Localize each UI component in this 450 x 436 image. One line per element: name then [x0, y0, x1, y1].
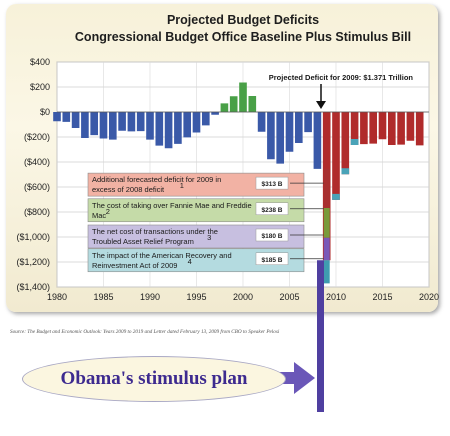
- bar: [304, 112, 312, 133]
- value-box: [255, 176, 289, 190]
- bar: [71, 112, 80, 128]
- y-tick-label: ($600): [24, 182, 50, 192]
- caption-arrow-head: [294, 362, 315, 394]
- bar: [192, 112, 201, 133]
- y-tick-label: ($800): [24, 207, 50, 217]
- annotation-text: The impact of the American Recovery and: [92, 251, 232, 260]
- value-box: [255, 202, 289, 215]
- annotation-box: [87, 224, 305, 249]
- bar-segment: [323, 168, 330, 208]
- y-tick-label: $400: [30, 57, 50, 67]
- bar: [276, 112, 285, 164]
- value-box: [255, 228, 289, 242]
- bar: [369, 112, 378, 144]
- bar-segment: [323, 208, 330, 238]
- bar: [257, 112, 266, 132]
- bar: [387, 112, 396, 145]
- bar: [211, 112, 219, 115]
- bar: [341, 112, 350, 175]
- bar-segment: [323, 260, 330, 284]
- bar: [127, 112, 136, 132]
- y-tick-label: ($200): [24, 132, 50, 142]
- x-tick-label: 2005: [279, 292, 299, 302]
- y-tick-label: ($1,000): [16, 232, 50, 242]
- bar: [248, 96, 257, 112]
- value-label: $185 B: [262, 257, 283, 264]
- stimulus-bar: [317, 260, 324, 412]
- annotation-text: Troubled Asset Relief Program: [92, 237, 194, 246]
- bar: [285, 112, 294, 152]
- bar: [136, 112, 145, 132]
- chart-title: Projected Budget Deficits: [167, 13, 319, 27]
- footnote-marker: 4: [188, 257, 192, 266]
- bar: [220, 103, 229, 112]
- x-tick-label: 1980: [47, 292, 67, 302]
- x-tick-label: 1990: [140, 292, 160, 302]
- bar: [81, 112, 89, 138]
- bar-segment: [350, 139, 359, 145]
- bar: [118, 112, 126, 131]
- bar: [415, 112, 424, 146]
- bar: [201, 112, 210, 126]
- bar: [332, 112, 340, 200]
- caption-bubble: Obama's stimulus plan: [22, 356, 286, 402]
- bar: [99, 112, 108, 139]
- annotation-text: excess of 2008 deficit: [92, 185, 165, 194]
- bar: [397, 112, 405, 145]
- bar-segment: [323, 237, 330, 261]
- y-tick-label: $200: [30, 82, 50, 92]
- x-tick-label: 2010: [326, 292, 346, 302]
- annotation-text: The net cost of transactions under the: [92, 227, 218, 236]
- bar: [164, 112, 173, 149]
- arrow-head: [316, 101, 326, 109]
- annotation-box: [87, 172, 305, 197]
- x-tick-label: 2020: [419, 292, 439, 302]
- annotation-text: Additional forecasted deficit for 2009 i…: [92, 175, 221, 184]
- bar: [53, 112, 61, 122]
- bar: [146, 112, 154, 140]
- bar-segment: [341, 168, 350, 175]
- x-tick-label: 1985: [93, 292, 113, 302]
- annotation-box: [87, 198, 305, 223]
- annotation-text: Projected Deficit for 2009: $1.371 Trill…: [269, 73, 414, 82]
- y-tick-label: ($1,200): [16, 257, 50, 267]
- bar: [378, 112, 387, 140]
- bar: [360, 112, 368, 145]
- bar: [174, 112, 182, 144]
- bar: [183, 112, 192, 138]
- footnote-marker: 1: [180, 181, 184, 190]
- chart-subtitle: Congressional Budget Office Baseline Plu…: [75, 30, 411, 44]
- x-tick-label: 1995: [186, 292, 206, 302]
- value-label: $238 B: [262, 207, 283, 214]
- value-box: [255, 252, 289, 265]
- y-tick-label: $0: [40, 107, 50, 117]
- bar: [108, 112, 117, 140]
- footnote-marker: 3: [207, 233, 211, 242]
- bar: [90, 112, 99, 136]
- y-tick-label: ($1,400): [16, 282, 50, 292]
- bar: [239, 82, 247, 112]
- bar: [62, 112, 71, 122]
- value-label: $313 B: [262, 181, 283, 188]
- x-tick-label: 2015: [372, 292, 392, 302]
- x-tick-label: 2000: [233, 292, 253, 302]
- y-tick-label: ($400): [24, 157, 50, 167]
- bar: [406, 112, 415, 141]
- value-label: $180 B: [262, 233, 283, 240]
- annotation-text: The cost of taking over Fannie Mae and F…: [92, 201, 252, 210]
- bar: [350, 112, 359, 145]
- bar: [294, 112, 303, 143]
- bar-segment: [332, 193, 340, 200]
- footnote-marker: 2: [106, 207, 110, 216]
- annotation-text: Mac: [92, 211, 106, 220]
- bar: [313, 112, 322, 169]
- bar: [155, 112, 164, 146]
- bar: [229, 96, 238, 112]
- annotation-box: [87, 248, 305, 273]
- source-note: Source: The Budget and Economic Outlook:…: [10, 329, 280, 335]
- annotation-text: Reinvestment Act of 2009: [92, 261, 177, 270]
- bar: [267, 112, 275, 160]
